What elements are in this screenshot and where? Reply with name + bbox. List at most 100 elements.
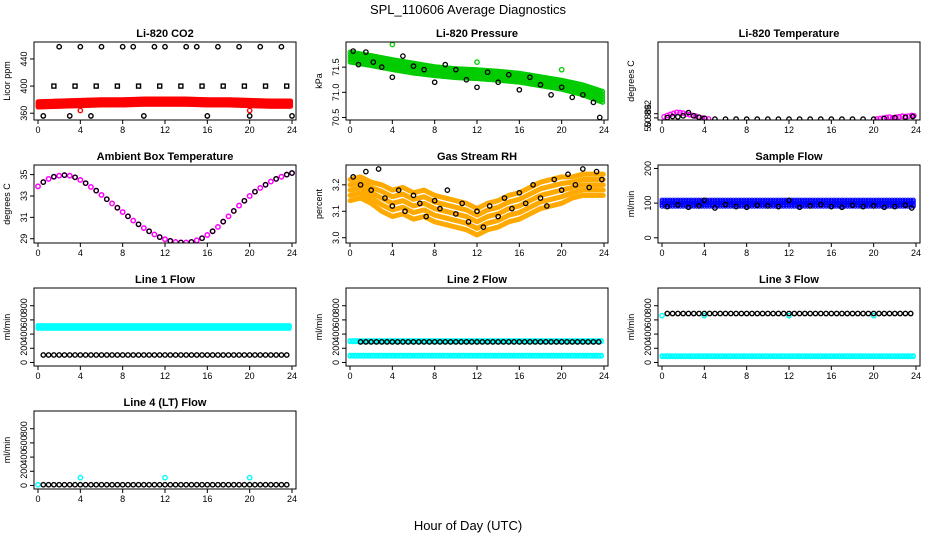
data-point — [82, 180, 89, 187]
plot-frame — [657, 41, 921, 121]
series-2 — [40, 170, 295, 243]
x-tick-label: 8 — [744, 125, 749, 135]
data-point — [796, 204, 803, 211]
data-point — [675, 114, 681, 120]
data-point — [220, 83, 226, 89]
y-axis-label: degrees C — [2, 183, 12, 225]
data-point — [77, 107, 84, 114]
data-point — [669, 113, 676, 120]
data-point — [722, 116, 729, 120]
data-point — [72, 174, 78, 181]
data-point — [273, 176, 279, 182]
y-tick-label: 50.892 — [643, 100, 653, 128]
data-point — [98, 191, 105, 198]
x-tick-label: 16 — [202, 125, 212, 135]
data-point — [93, 187, 100, 194]
x-tick-label: 16 — [826, 248, 836, 258]
data-point — [56, 172, 63, 179]
data-point — [486, 203, 493, 209]
x-axis: 0 4 8 12 16 20 24 — [35, 243, 297, 258]
x-tick-label: 12 — [784, 248, 794, 258]
x-tick-label: 24 — [287, 248, 297, 258]
data-point — [484, 69, 491, 76]
data-point — [891, 115, 898, 120]
data-point — [599, 176, 605, 183]
data-point — [262, 181, 269, 188]
data-point — [193, 237, 200, 243]
data-point — [558, 66, 565, 73]
data-point — [389, 74, 396, 81]
x-axis: 0 4 8 12 16 20 24 — [347, 243, 609, 258]
y-axis: 3.03.13.2 — [331, 179, 346, 244]
series-2 — [350, 166, 605, 230]
panel-title: Li-820 Pressure — [436, 28, 518, 40]
data-point — [699, 115, 706, 120]
data-point — [680, 110, 687, 116]
y-axis: 70.571.071.5 — [331, 58, 346, 126]
data-point — [350, 174, 357, 180]
data-point — [183, 239, 190, 243]
x-tick-label: 8 — [432, 125, 437, 135]
x-tick-label: 0 — [347, 248, 352, 258]
data-point — [61, 172, 68, 179]
data-point — [204, 113, 211, 119]
x-tick-label: 24 — [911, 248, 921, 258]
data-point — [908, 205, 915, 211]
data-point — [873, 116, 880, 120]
data-point — [257, 43, 264, 50]
data-point — [119, 43, 126, 50]
data-point — [839, 116, 845, 120]
data-point — [416, 200, 423, 207]
data-point — [40, 179, 47, 185]
y-tick-label: 3.0 — [331, 231, 341, 244]
data-point — [807, 203, 814, 209]
data-point — [146, 228, 152, 235]
data-point — [72, 83, 78, 89]
data-point — [551, 176, 558, 183]
data-point — [350, 48, 357, 54]
data-point — [284, 83, 290, 89]
data-point — [786, 197, 792, 204]
data-point — [754, 116, 761, 120]
data-point — [109, 200, 116, 207]
data-point — [421, 66, 427, 73]
x-tick-label: 8 — [432, 248, 437, 258]
data-point — [151, 231, 158, 238]
panel-title: Li-820 Temperature — [739, 28, 840, 40]
x-axis: 0 4 8 12 16 20 24 — [659, 243, 921, 258]
panel-title: Ambient Box Temperature — [97, 151, 234, 163]
data-point — [600, 91, 606, 97]
data-point — [569, 94, 576, 101]
data-point — [402, 208, 408, 215]
data-point — [685, 109, 692, 116]
data-point — [722, 201, 729, 208]
data-point — [680, 112, 687, 119]
data-point — [764, 116, 771, 120]
data-point — [452, 66, 459, 73]
data-point — [431, 197, 438, 204]
data-point — [378, 64, 385, 71]
data-point — [289, 113, 295, 119]
data-point — [125, 213, 131, 220]
data-point — [267, 178, 274, 185]
data-point — [463, 76, 470, 83]
x-axis: 0 4 8 12 16 20 24 — [659, 120, 921, 135]
data-point — [495, 79, 502, 86]
data-point — [600, 99, 606, 105]
data-point — [586, 184, 593, 191]
data-point — [548, 91, 554, 98]
data-layer — [659, 197, 916, 211]
data-point — [664, 112, 671, 119]
data-point — [230, 208, 237, 214]
y-tick-label: 33 — [19, 191, 29, 201]
data-point — [410, 192, 417, 199]
data-point — [188, 239, 195, 243]
x-tick-label: 0 — [35, 125, 40, 135]
series-1 — [347, 49, 606, 105]
